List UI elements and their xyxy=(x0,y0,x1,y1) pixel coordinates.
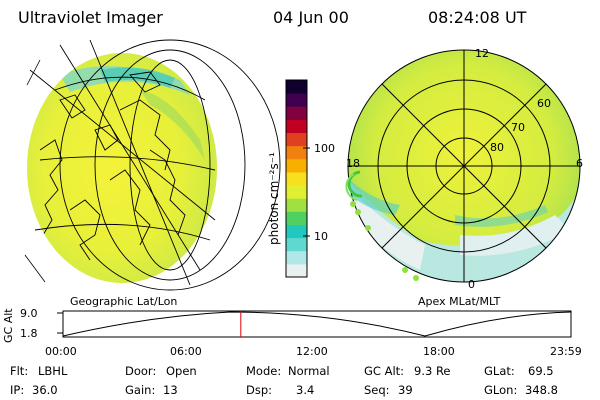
instrument-title: Ultraviolet Imager xyxy=(18,8,163,27)
dsp-value: 3.4 xyxy=(296,383,315,397)
ip-value: 36.0 xyxy=(32,383,58,397)
altitude-ytick-label-9: 9.0 xyxy=(20,307,38,320)
colorbar-band xyxy=(286,224,307,239)
geographic-image xyxy=(24,39,281,291)
xtick-label-2359: 23:59 xyxy=(550,345,582,358)
polar-image xyxy=(345,49,581,283)
colorbar-band xyxy=(286,132,307,147)
colorbar-band xyxy=(286,185,307,199)
mode-value: Normal xyxy=(288,364,330,378)
colorbar-label-100: 100 xyxy=(314,142,335,155)
xtick-label-0000: 00:00 xyxy=(45,345,77,358)
dsp-label: Dsp: xyxy=(246,383,273,397)
colorbar-band xyxy=(286,237,307,252)
colorbar-band xyxy=(286,93,307,107)
door-value: Open xyxy=(166,364,197,378)
gcalt-value: 9.3 Re xyxy=(414,364,451,378)
mlt-label-0: 0 xyxy=(468,278,475,291)
altitude-curve xyxy=(62,311,572,337)
colorbar-band xyxy=(286,145,307,160)
xtick-label-1200: 12:00 xyxy=(296,345,328,358)
colorbar-band xyxy=(286,171,307,186)
colorbar-band xyxy=(286,80,307,94)
glat-value: 69.5 xyxy=(528,364,554,378)
mlat-label-60: 60 xyxy=(537,97,551,110)
mlat-label-70: 70 xyxy=(511,121,525,134)
colorbar xyxy=(286,80,307,278)
glat-label: GLat: xyxy=(484,364,515,378)
glon-value: 348.8 xyxy=(525,383,558,397)
colorbar-band xyxy=(286,158,307,173)
xtick-label-1800: 18:00 xyxy=(423,345,455,358)
gain-label: Gain: xyxy=(125,383,156,397)
colorbar-band xyxy=(286,263,307,278)
colorbar-unit-label: photon cm⁻²s⁻¹ xyxy=(267,152,281,245)
altitude-plot xyxy=(57,310,572,338)
colorbar-frame xyxy=(285,79,308,278)
mode-label: Mode: xyxy=(246,364,282,378)
xtick-label-0600: 06:00 xyxy=(170,345,202,358)
date-label: 04 Jun 00 xyxy=(273,8,349,27)
seq-value: 39 xyxy=(398,383,413,397)
time-label: 08:24:08 UT xyxy=(428,8,527,27)
mlt-label-18: 18 xyxy=(346,157,360,170)
apex-caption: Apex MLat/MLT xyxy=(418,295,501,308)
colorbar-band xyxy=(286,106,307,120)
flt-value: LBHL xyxy=(38,364,68,378)
altitude-ytick-label-1.8: 1.8 xyxy=(20,327,38,340)
altitude-ylabel: GC Alt xyxy=(2,308,15,343)
door-label: Door: xyxy=(125,364,157,378)
mlt-label-6: 6 xyxy=(576,157,583,170)
colorbar-band xyxy=(286,250,307,265)
gcalt-label: GC Alt: xyxy=(364,364,405,378)
colorbar-band xyxy=(286,211,307,225)
mlat-label-80: 80 xyxy=(490,141,504,154)
mlt-label-12: 12 xyxy=(475,47,489,60)
geographic-caption: Geographic Lat/Lon xyxy=(70,295,178,308)
glon-label: GLon: xyxy=(484,383,518,397)
gain-value: 13 xyxy=(163,383,178,397)
colorbar-band xyxy=(286,119,307,134)
colorbar-label-10: 10 xyxy=(314,230,328,243)
ip-label: IP: xyxy=(10,383,25,397)
altitude-plot-frame xyxy=(62,310,572,338)
colorbar-band xyxy=(286,198,307,212)
seq-label: Seq: xyxy=(364,383,390,397)
flt-label: Flt: xyxy=(10,364,29,378)
